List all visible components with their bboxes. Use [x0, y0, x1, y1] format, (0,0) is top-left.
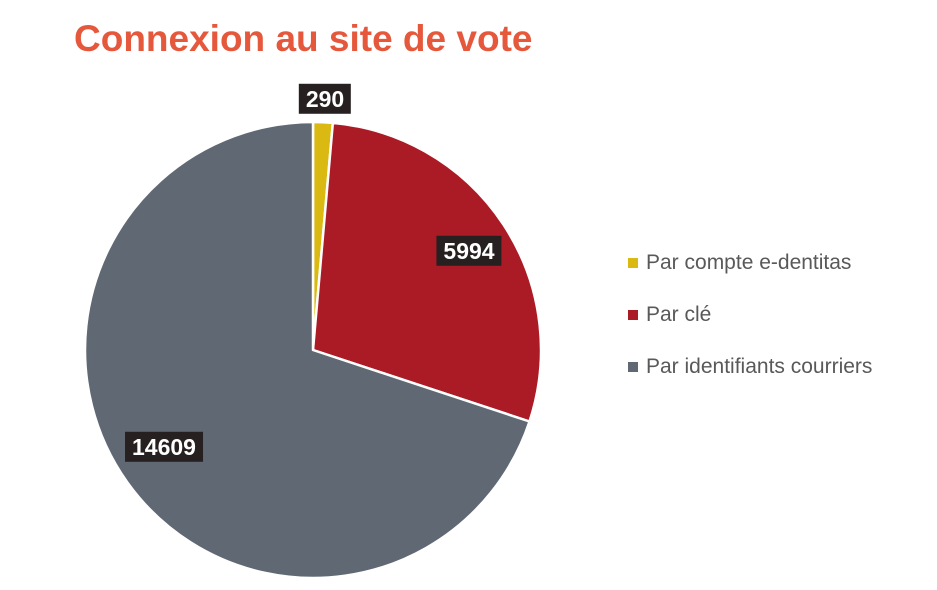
pie-chart	[83, 120, 543, 580]
data-label: 14609	[125, 431, 203, 463]
data-label: 5994	[436, 235, 502, 267]
legend-label: Par compte e-dentitas	[646, 251, 852, 274]
legend-marker	[628, 362, 638, 372]
legend: Par compte e-dentitas Par clé Par identifi…	[628, 251, 873, 378]
legend-label: Par identifiants courriers	[646, 355, 873, 378]
data-label: 290	[298, 83, 352, 115]
legend-item: Par compte e-dentitas	[628, 251, 872, 274]
pie-slice-1	[311, 121, 543, 423]
legend-item: Par clé	[628, 303, 872, 326]
legend-marker	[628, 258, 638, 268]
pie-slice-2	[83, 120, 531, 580]
legend-item: Par identifiants courriers	[628, 355, 873, 378]
chart-title: Connexion au site de vote	[74, 18, 533, 59]
legend-label: Par clé	[646, 303, 712, 326]
legend-marker	[628, 310, 638, 320]
